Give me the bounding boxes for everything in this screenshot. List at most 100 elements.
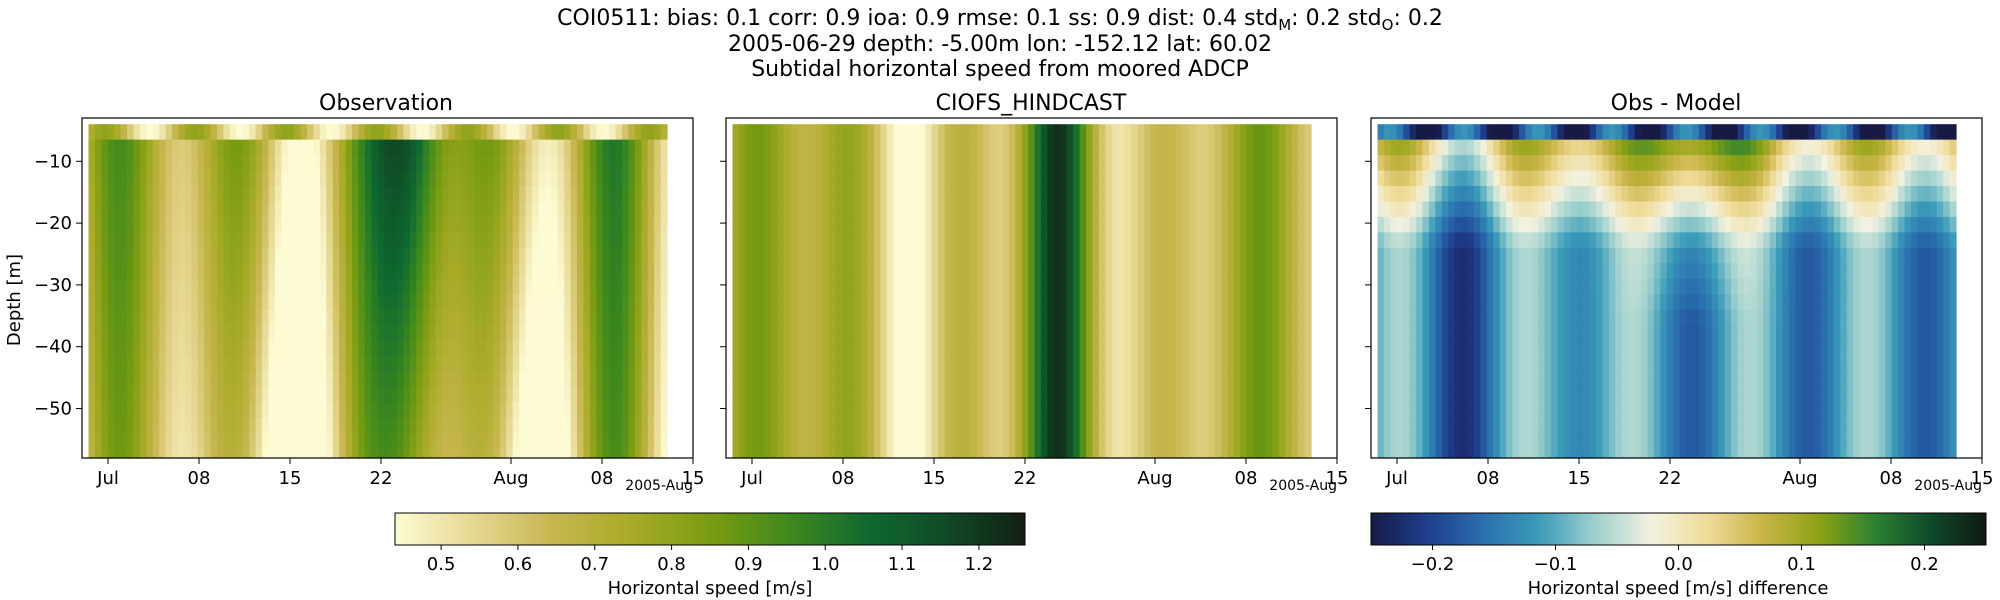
heatmap-cell <box>861 155 869 172</box>
heatmap-cell <box>867 448 875 459</box>
heatmap-cell <box>262 155 270 172</box>
heatmap-cell <box>480 186 488 203</box>
heatmap-cell <box>1602 201 1610 218</box>
heatmap-cell <box>506 247 514 264</box>
heatmap-cell <box>1416 417 1424 434</box>
heatmap-cell <box>816 278 824 295</box>
heatmap-cell <box>1570 371 1578 388</box>
heatmap-cell <box>1246 433 1254 450</box>
heatmap-cell <box>281 294 289 311</box>
heatmap-cell <box>1053 433 1061 450</box>
heatmap-cell <box>229 433 237 450</box>
heatmap-cell <box>294 448 302 459</box>
heatmap-cell <box>1416 186 1424 203</box>
heatmap-cell <box>1480 402 1488 419</box>
heatmap-cell <box>1188 356 1196 373</box>
heatmap-cell <box>442 124 450 141</box>
heatmap-cell <box>319 216 327 233</box>
heatmap-cell <box>944 325 952 342</box>
heatmap-cell <box>1195 294 1203 311</box>
heatmap-cell <box>641 186 649 203</box>
heatmap-cell <box>1092 433 1100 450</box>
heatmap-cell <box>1518 232 1526 249</box>
heatmap-cell <box>854 232 862 249</box>
heatmap-cell <box>589 278 597 295</box>
heatmap-cell <box>796 448 804 459</box>
heatmap-cell <box>101 278 109 295</box>
heatmap-cell <box>191 278 199 295</box>
heatmap-cell <box>641 139 649 156</box>
heatmap-cell <box>1480 139 1488 156</box>
heatmap-cell <box>641 155 649 172</box>
heatmap-cell <box>1538 139 1546 156</box>
heatmap-cell <box>951 386 959 403</box>
heatmap-cell <box>1467 309 1475 326</box>
heatmap-cell <box>519 371 527 388</box>
heatmap-cell <box>139 278 147 295</box>
heatmap-cell <box>1589 309 1597 326</box>
heatmap-cell <box>544 278 552 295</box>
heatmap-cell <box>319 417 327 434</box>
heatmap-cell <box>1086 232 1094 249</box>
heatmap-cell <box>1570 448 1578 459</box>
heatmap-cell <box>249 386 257 403</box>
heatmap-cell <box>1467 232 1475 249</box>
heatmap-cell <box>332 448 340 459</box>
heatmap-cell <box>178 371 186 388</box>
heatmap-cell <box>339 371 347 388</box>
heatmap-cell <box>217 386 225 403</box>
heatmap-cell <box>758 232 766 249</box>
heatmap-cell <box>448 433 456 450</box>
heatmap-cell <box>745 139 753 156</box>
heatmap-cell <box>1473 263 1481 280</box>
heatmap-cell <box>1124 155 1132 172</box>
heatmap-cell <box>519 139 527 156</box>
heatmap-cell <box>152 263 160 280</box>
heatmap-cell <box>886 356 894 373</box>
heatmap-cell <box>461 155 469 172</box>
heatmap-cell <box>454 263 462 280</box>
heatmap-cell <box>602 232 610 249</box>
heatmap-cell <box>899 170 907 187</box>
heatmap-cell <box>274 232 282 249</box>
heatmap-cell <box>1435 402 1443 419</box>
heatmap-cell <box>996 294 1004 311</box>
heatmap-cell <box>1182 340 1190 357</box>
heatmap-cell <box>326 386 334 403</box>
heatmap-cell <box>828 325 836 342</box>
heatmap-cell <box>339 201 347 218</box>
heatmap-cell <box>925 278 933 295</box>
heatmap-cell <box>223 402 231 419</box>
heatmap-cell <box>1512 417 1520 434</box>
heatmap-cell <box>1291 402 1299 419</box>
heatmap-cell <box>963 247 971 264</box>
heatmap-cell <box>88 170 96 187</box>
heatmap-cell <box>777 139 785 156</box>
heatmap-cell <box>1208 186 1216 203</box>
heatmap-cell <box>236 263 244 280</box>
heatmap-cell <box>133 232 141 249</box>
heatmap-cell <box>570 340 578 357</box>
heatmap-cell <box>1008 433 1016 450</box>
heatmap-cell <box>1628 263 1636 280</box>
heatmap-cell <box>538 170 546 187</box>
heatmap-cell <box>1499 155 1507 172</box>
heatmap-cell <box>1092 417 1100 434</box>
heatmap-cell <box>732 309 740 326</box>
heatmap-cell <box>416 340 424 357</box>
heatmap-cell <box>467 356 475 373</box>
heatmap-cell <box>654 294 662 311</box>
heatmap-cell <box>409 124 417 141</box>
heatmap-cell <box>525 124 533 141</box>
heatmap-cell <box>1079 278 1087 295</box>
heatmap-cell <box>532 247 540 264</box>
heatmap-cell <box>1403 371 1411 388</box>
heatmap-cell <box>771 124 779 141</box>
heatmap-cell <box>332 247 340 264</box>
heatmap-cell <box>1214 201 1222 218</box>
heatmap-cell <box>873 170 881 187</box>
heatmap-cell <box>1015 247 1023 264</box>
heatmap-cell <box>1304 216 1312 233</box>
heatmap-cell <box>583 263 591 280</box>
heatmap-cell <box>1615 371 1623 388</box>
